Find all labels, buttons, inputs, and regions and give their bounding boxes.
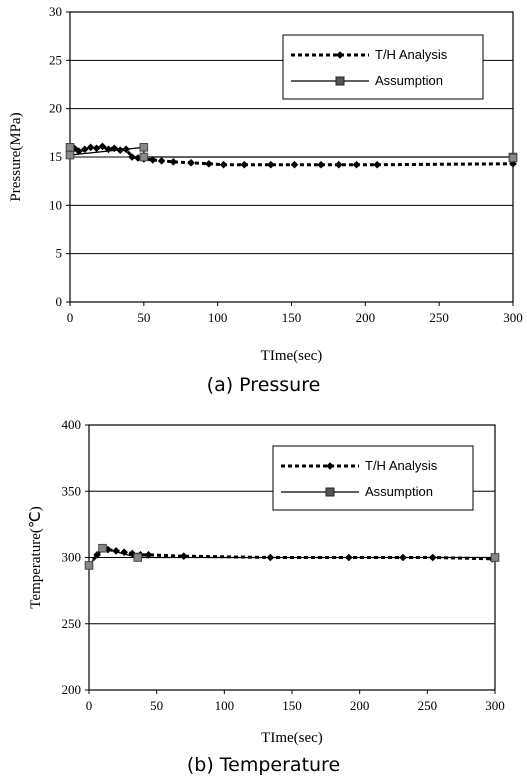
data-point	[240, 160, 249, 169]
y-tick-label: 350	[62, 483, 82, 498]
series-line	[88, 547, 495, 566]
legend-label: T/H Analysis	[375, 47, 448, 62]
data-point	[352, 160, 361, 169]
data-point	[65, 143, 75, 152]
data-point	[508, 153, 518, 163]
x-tick-label: 150	[282, 698, 302, 713]
data-point	[133, 553, 143, 562]
x-tick-label: 50	[150, 698, 163, 713]
legend-marker	[336, 51, 344, 59]
chart-caption: (a) Pressure	[207, 374, 321, 396]
legend-label: Assumption	[375, 73, 443, 88]
y-tick-label: 30	[49, 4, 62, 19]
data-point	[70, 144, 79, 153]
data-point	[148, 156, 157, 164]
legend-marker	[325, 487, 335, 497]
data-point	[80, 145, 89, 154]
data-point	[128, 153, 136, 161]
y-tick-label: 15	[49, 149, 62, 164]
series-assumption	[84, 543, 500, 570]
x-tick-label: 0	[67, 310, 74, 325]
y-tick-label: 25	[49, 52, 62, 67]
data-point	[75, 147, 83, 155]
data-point	[187, 159, 195, 167]
data-point	[219, 160, 228, 169]
x-axis-label: TIme(sec)	[261, 730, 323, 746]
legend-box	[272, 445, 474, 511]
data-point	[84, 561, 94, 570]
series-th-analysis	[66, 142, 517, 169]
data-point	[267, 160, 275, 169]
legend: T/H Analysis Assumption	[282, 34, 484, 100]
y-tick-label: 0	[56, 294, 63, 309]
y-tick-label: 250	[62, 616, 82, 631]
y-tick-label: 20	[49, 101, 62, 116]
x-tick-label: 0	[86, 698, 93, 713]
legend-label: Assumption	[365, 484, 433, 499]
y-axis-label: Pressure(MPa)	[8, 112, 24, 201]
data-point	[290, 160, 299, 169]
x-tick-label: 150	[282, 310, 302, 325]
data-point	[110, 144, 119, 153]
x-tick-label: 200	[350, 698, 370, 713]
y-tick-label: 200	[62, 682, 82, 697]
data-point	[112, 547, 120, 555]
x-tick-label: 100	[215, 698, 235, 713]
x-tick-label: 300	[485, 698, 505, 713]
x-tick-label: 100	[208, 310, 228, 325]
legend-marker	[326, 462, 334, 470]
data-point	[139, 152, 149, 162]
y-tick-label: 10	[49, 197, 62, 212]
x-axis-label: TIme(sec)	[261, 348, 323, 364]
y-tick-label: 400	[62, 417, 82, 432]
legend-box	[282, 34, 484, 100]
data-point	[98, 142, 107, 151]
data-point	[144, 551, 153, 559]
chart-temperature: 200 250 300 350 400 0 50 100 150 200 250 300 TIme(se…	[28, 417, 505, 776]
chart-caption: (b) Temperature	[187, 754, 340, 776]
data-point	[205, 159, 213, 168]
data-point	[157, 157, 166, 165]
x-tick-label: 50	[137, 310, 150, 325]
x-tick-label: 250	[429, 310, 449, 325]
x-tick-label: 250	[418, 698, 438, 713]
data-point	[169, 158, 178, 166]
data-point	[490, 553, 500, 562]
y-axis-label: Temperature(℃)	[28, 506, 44, 608]
series-th-analysis	[85, 544, 497, 570]
data-point	[65, 150, 75, 160]
data-point	[373, 160, 381, 169]
legend-marker	[335, 76, 345, 86]
data-point	[139, 143, 149, 152]
data-point	[98, 543, 107, 553]
data-point	[334, 160, 343, 169]
data-point	[317, 160, 325, 169]
y-tick-label: 300	[62, 550, 82, 565]
y-tick-label: 5	[56, 246, 63, 261]
data-point	[179, 552, 188, 560]
x-tick-label: 200	[356, 310, 376, 325]
data-point	[86, 143, 95, 152]
data-point	[92, 144, 101, 153]
legend-label: T/H Analysis	[365, 458, 438, 473]
series-assumption	[65, 143, 518, 163]
series-line	[69, 144, 514, 167]
legend: T/H Analysis Assumption	[272, 445, 474, 511]
x-tick-label: 300	[503, 310, 523, 325]
